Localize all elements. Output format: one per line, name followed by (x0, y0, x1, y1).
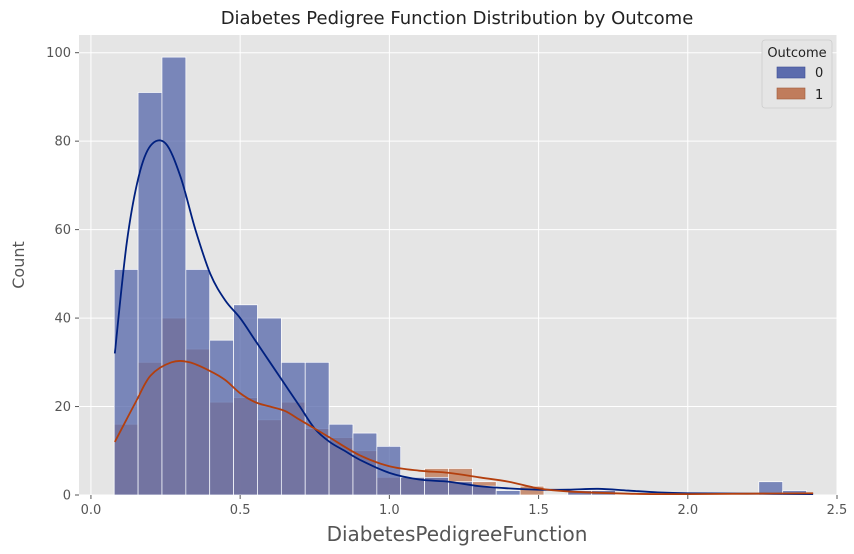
x-tick-label: 2.0 (677, 503, 698, 518)
x-tick-label: 2.5 (827, 503, 848, 518)
legend-swatch-1 (776, 87, 806, 100)
kde-curves (113, 139, 814, 496)
kde-line-outcome-1 (114, 360, 814, 496)
histogram-bar-outcome-0 (304, 361, 330, 496)
y-axis-ticks: 0 20 40 60 80 100 (46, 46, 79, 504)
histogram-bar-outcome-0 (113, 269, 139, 496)
histogram-bar-outcome-0 (352, 432, 378, 496)
legend-label-0: 0 (815, 66, 823, 81)
histogram-bar-outcome-0 (758, 481, 784, 496)
y-tick-label: 100 (46, 46, 71, 61)
chart-title: Diabetes Pedigree Function Distribution … (221, 8, 694, 29)
legend-swatch-0 (776, 66, 806, 79)
x-tick-label: 0.0 (81, 503, 102, 518)
x-axis-label: DiabetesPedigreeFunction (327, 522, 588, 546)
histogram-bar-outcome-0 (161, 56, 187, 496)
x-tick-label: 1.5 (528, 503, 549, 518)
histogram-bar-outcome-0 (376, 445, 402, 496)
histogram-bar-outcome-0 (495, 490, 521, 496)
bars-outcome-0 (113, 56, 807, 496)
y-axis-label: Count (9, 241, 28, 289)
x-axis-ticks: 0.0 0.5 1.0 1.5 2.0 2.5 (81, 495, 848, 518)
histogram-bar-outcome-0 (280, 361, 306, 496)
x-tick-label: 1.0 (379, 503, 400, 518)
histogram-bar-outcome-0 (185, 269, 211, 496)
y-tick-label: 40 (54, 312, 71, 327)
x-tick-label: 0.5 (230, 503, 251, 518)
kde-line-outcome-0 (113, 139, 814, 496)
y-tick-label: 20 (54, 400, 71, 415)
y-tick-label: 0 (63, 489, 71, 504)
legend-title: Outcome (767, 46, 826, 61)
legend-label-1: 1 (815, 88, 823, 103)
histogram-bar-outcome-0 (137, 92, 163, 496)
legend: Outcome 0 1 (761, 39, 833, 109)
y-tick-label: 80 (54, 135, 71, 150)
histogram-bar-outcome-0 (233, 304, 258, 496)
histogram-bar-outcome-0 (328, 423, 354, 496)
y-tick-label: 60 (54, 223, 71, 238)
histogram-bar-outcome-0 (209, 339, 234, 496)
